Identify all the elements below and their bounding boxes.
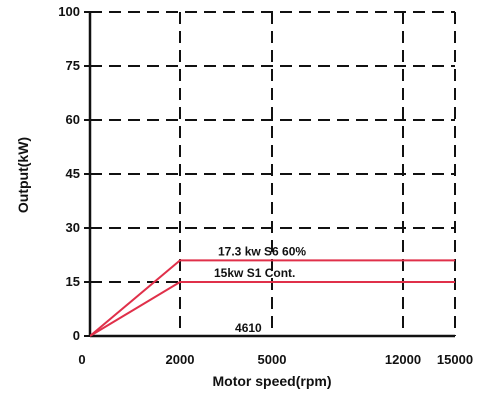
y-tick-label-45: 45 bbox=[66, 166, 80, 181]
annotation-1: 4610 bbox=[235, 321, 262, 335]
x-tick-label-15000: 15000 bbox=[437, 352, 473, 367]
y-tick-label-60: 60 bbox=[66, 112, 80, 127]
y-axis-label: Output(kW) bbox=[15, 137, 31, 213]
y-tick-label-0: 0 bbox=[73, 328, 80, 343]
x-tick-label-12000: 12000 bbox=[385, 352, 421, 367]
series-label-2: 15kw S1 Cont. bbox=[214, 266, 295, 280]
series-label-1: 17.3 kw S6 60% bbox=[218, 244, 306, 258]
series-lines bbox=[89, 259, 455, 337]
x-axis-label: Motor speed(rpm) bbox=[213, 373, 332, 389]
grid-lines bbox=[90, 11, 456, 336]
x-tick-label-2000: 2000 bbox=[166, 352, 195, 367]
series-line-1 bbox=[89, 259, 455, 337]
series-labels: 17.3 kw S6 60% 15kw S1 Cont. 4610 bbox=[214, 244, 306, 335]
x-tick-label-5000: 5000 bbox=[258, 352, 287, 367]
y-tick-label-15: 15 bbox=[66, 274, 80, 289]
series-line-2 bbox=[89, 281, 455, 337]
y-tick-label-100: 100 bbox=[58, 4, 80, 19]
x-tick-label-0: 0 bbox=[78, 352, 85, 367]
y-tick-label-75: 75 bbox=[66, 58, 80, 73]
tick-labels: 0 15 30 45 60 75 100 0 2000 5000 12000 15000 bbox=[58, 4, 473, 367]
y-tick-label-30: 30 bbox=[66, 220, 80, 235]
